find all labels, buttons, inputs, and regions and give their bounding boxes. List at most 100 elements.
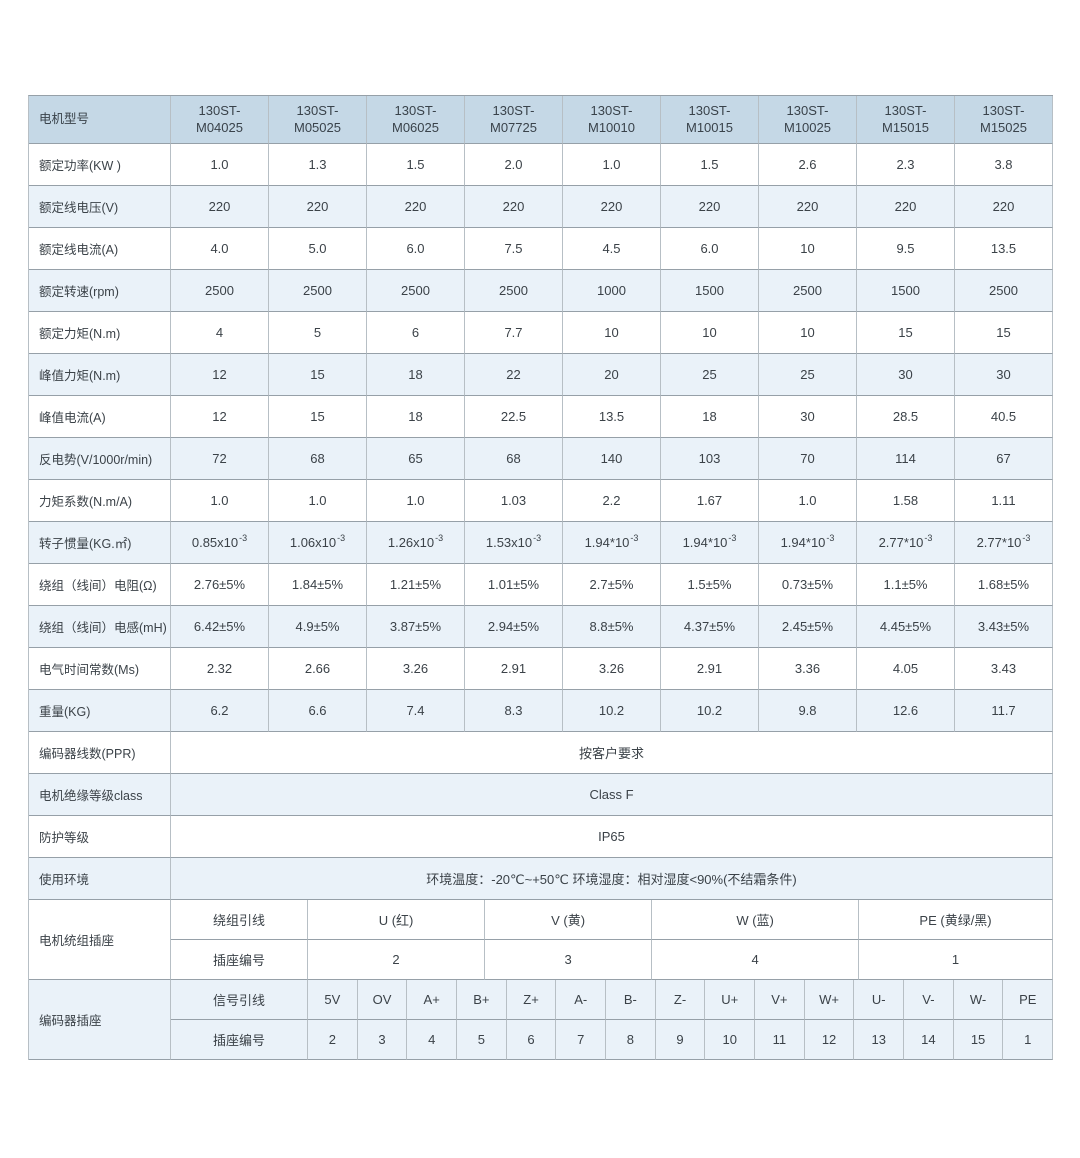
encoder-socket-rows: 信号引线 5V OV A+ B+ Z+ A- B- Z- U+ V+ W+ U- V- W- PE 插座编号 2 3…	[171, 980, 1054, 1060]
model-header-cell: 130ST- M15015	[857, 96, 955, 144]
spec-value-cell: 1.53x10 -3	[465, 522, 563, 564]
motor-socket-cell: V (黄)	[485, 900, 653, 940]
spec-value-cell: 1.94*10 -3	[759, 522, 857, 564]
model-header-label: 电机型号	[29, 96, 171, 144]
spec-row: 额定线电压(V) 220 220 220 220 220 220 220 220 220	[29, 186, 1053, 228]
encoder-socket-cell: 7	[556, 1020, 607, 1060]
spec-value-cell: 1.0	[759, 480, 857, 522]
encoder-socket-cell: 1	[1003, 1020, 1054, 1060]
superscript: -3	[435, 532, 444, 543]
spec-value-cell: 1.0	[171, 144, 269, 186]
span-row: 使用环境 环境温度：-20℃~+50℃ 环境湿度：相对湿度<90%(不结霜条件)	[29, 858, 1053, 900]
spec-value-cell: 220	[269, 186, 367, 228]
spec-value-cell: 2500	[759, 270, 857, 312]
spec-value-cell: 67	[955, 438, 1053, 480]
spec-row-label: 峰值力矩(N.m)	[29, 354, 171, 396]
spec-value-cell: 1.58	[857, 480, 955, 522]
encoder-socket-cell: B+	[457, 980, 507, 1020]
motor-socket-row-label: 插座编号	[171, 940, 308, 980]
spec-value-cell: 9.5	[857, 228, 955, 270]
spec-value-cell: 140	[563, 438, 661, 480]
spec-value-cell: 2.2	[563, 480, 661, 522]
spec-row: 绕组（线间）电感(mH) 6.42±5% 4.9±5% 3.87±5% 2.94±5% 8…	[29, 606, 1053, 648]
model-header-cell: 130ST- M10015	[661, 96, 759, 144]
spec-value-cell: 4.5	[563, 228, 661, 270]
spec-value-cell: 10	[759, 228, 857, 270]
spec-value-cell: 65	[367, 438, 465, 480]
spec-value-cell: 2.6	[759, 144, 857, 186]
spec-row-label: 额定线电压(V)	[29, 186, 171, 228]
spec-row-label: 绕组（线间）电感(mH)	[29, 606, 171, 648]
spec-value-cell: 3.36	[759, 648, 857, 690]
encoder-socket-cell: OV	[357, 980, 408, 1020]
motor-socket-cell: 3	[485, 940, 653, 980]
spec-value-cell: 10.2	[661, 690, 759, 732]
spec-value-cell: 220	[465, 186, 563, 228]
spec-value-cell: 1000	[563, 270, 661, 312]
spec-row: 绕组（线间）电阻(Ω) 2.76±5% 1.84±5% 1.21±5% 1.01±5% 2…	[29, 564, 1053, 606]
spec-value-cell: 2.0	[465, 144, 563, 186]
encoder-socket-cell: 6	[506, 1020, 557, 1060]
spec-value-cell: 1.3	[269, 144, 367, 186]
spec-value-cell: 18	[367, 396, 465, 438]
span-row-label: 防护等级	[29, 816, 171, 858]
encoder-socket-cell: U-	[854, 980, 905, 1020]
motor-socket-cell: 4	[652, 940, 860, 980]
spec-row: 重量(KG) 6.2 6.6 7.4 8.3 10.2 10.2 9.8 12.6 11.7	[29, 690, 1053, 732]
encoder-socket-cell: B-	[606, 980, 656, 1020]
spec-row: 峰值力矩(N.m) 12 15 18 22 20 25 25 30 30	[29, 354, 1053, 396]
spec-value-cell: 7.5	[465, 228, 563, 270]
encoder-socket: 编码器插座 信号引线 5V OV A+ B+ Z+ A- B- Z- U+ V+ W+ U- V- W- PE 插…	[29, 980, 1054, 1060]
spec-value-cell: 12	[171, 396, 269, 438]
motor-socket-cell: PE (黄绿/黑)	[859, 900, 1053, 940]
spec-value-cell: 2.3	[857, 144, 955, 186]
spec-value-cell: 220	[367, 186, 465, 228]
encoder-socket-cell: 15	[953, 1020, 1004, 1060]
superscript: -3	[1022, 532, 1031, 543]
encoder-socket-cell: A+	[407, 980, 458, 1020]
spec-value-cell: 2500	[367, 270, 465, 312]
spec-value-cell: 22	[465, 354, 563, 396]
span-row: 防护等级 IP65	[29, 816, 1053, 858]
spec-value-cell: 0.85x10 -3	[171, 522, 269, 564]
spec-value-cell: 3.43±5%	[955, 606, 1053, 648]
spec-value-cell: 5	[269, 312, 367, 354]
model-header-cell: 130ST- M05025	[269, 96, 367, 144]
spec-value-cell: 220	[661, 186, 759, 228]
spec-row-label: 重量(KG)	[29, 690, 171, 732]
encoder-socket-cell: 2	[308, 1020, 358, 1060]
spec-value-cell: 4.0	[171, 228, 269, 270]
spec-value-cell: 2.91	[661, 648, 759, 690]
spec-value-cell: 4	[171, 312, 269, 354]
spec-value-cell: 0.73±5%	[759, 564, 857, 606]
spec-value-cell: 3.87±5%	[367, 606, 465, 648]
motor-socket-cell: W (蓝)	[652, 900, 860, 940]
spec-value-cell: 40.5	[955, 396, 1053, 438]
spec-row: 额定线电流(A) 4.0 5.0 6.0 7.5 4.5 6.0 10 9.5 13.5	[29, 228, 1053, 270]
spec-value-cell: 2500	[465, 270, 563, 312]
spec-row: 电气时间常数(Ms) 2.32 2.66 3.26 2.91 3.26 2.91 3.36 4.…	[29, 648, 1053, 690]
encoder-socket-cell: Z-	[655, 980, 706, 1020]
spec-value-cell: 220	[759, 186, 857, 228]
spec-row: 额定力矩(N.m) 4 5 6 7.7 10 10 10 15 15	[29, 312, 1053, 354]
encoder-socket-row: 信号引线 5V OV A+ B+ Z+ A- B- Z- U+ V+ W+ U- V- W- PE	[171, 980, 1054, 1020]
spec-value-cell: 28.5	[857, 396, 955, 438]
superscript: -3	[337, 532, 346, 543]
spec-value-cell: 30	[857, 354, 955, 396]
spec-value-cell: 10.2	[563, 690, 661, 732]
motor-socket-row: 绕组引线 U (红) V (黄) W (蓝) PE (黄绿/黑)	[171, 900, 1053, 940]
spec-value-cell: 2500	[171, 270, 269, 312]
spec-value-cell: 1.94*10 -3	[661, 522, 759, 564]
encoder-socket-cell: U+	[705, 980, 756, 1020]
spec-value-cell: 4.37±5%	[661, 606, 759, 648]
spec-value-cell: 25	[759, 354, 857, 396]
superscript: -3	[924, 532, 933, 543]
spec-value-cell: 11.7	[955, 690, 1053, 732]
model-header-cell: 130ST- M10010	[563, 96, 661, 144]
spec-value-cell: 2.91	[465, 648, 563, 690]
spec-row-label: 峰值电流(A)	[29, 396, 171, 438]
spec-row: 峰值电流(A) 12 15 18 22.5 13.5 18 30 28.5 40.5	[29, 396, 1053, 438]
spec-value-cell: 15	[857, 312, 955, 354]
spec-value-cell: 2.66	[269, 648, 367, 690]
spec-value-cell: 2.77*10 -3	[857, 522, 955, 564]
